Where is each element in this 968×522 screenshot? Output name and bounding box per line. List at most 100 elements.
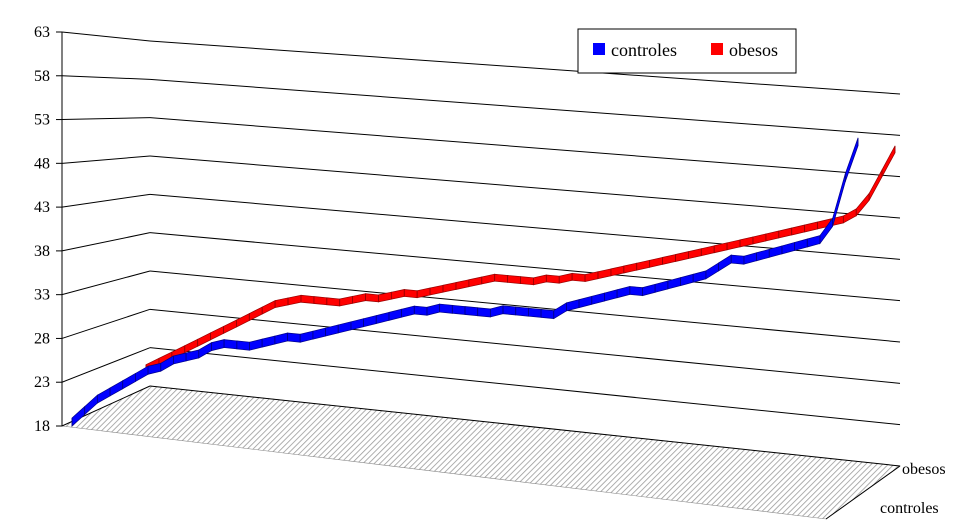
ribbon-segment-obesos — [339, 295, 353, 307]
ribbon-segment-controles — [426, 303, 440, 316]
ribbon-segment-controles — [591, 292, 605, 305]
ribbon-segment-controles — [249, 338, 263, 351]
gridline-side — [61, 347, 151, 383]
ribbon-segment-obesos — [700, 245, 715, 257]
ribbon-segment-controles — [490, 305, 504, 318]
ribbon-segment-obesos — [313, 296, 328, 306]
ribbon-segment-controles — [794, 238, 808, 251]
ribbon-segment-obesos — [403, 289, 418, 299]
series-controles — [71, 137, 859, 427]
ribbon-segment-obesos — [442, 282, 457, 293]
ribbon-segment-obesos — [455, 279, 470, 290]
y-tick-label: 33 — [34, 287, 50, 304]
ribbon-segment-controles — [566, 299, 580, 312]
ribbon-segment-obesos — [520, 276, 534, 286]
series-ribbons — [71, 137, 896, 427]
legend-label-controles: controles — [611, 40, 677, 60]
y-axis: 18 23 28 33 38 43 48 53 58 63 — [34, 24, 63, 435]
ribbon-segment-obesos — [688, 248, 702, 260]
legend-swatch-controles — [593, 43, 605, 55]
ribbon-segment-obesos — [713, 242, 728, 254]
ribbon-segment-obesos — [623, 262, 638, 274]
ribbon-segment-controles — [211, 339, 225, 352]
ribbon-segment-controles — [388, 308, 402, 321]
ribbon-segment-controles — [97, 387, 111, 404]
ribbon-segment-controles — [781, 242, 795, 255]
legend: controles obesos — [577, 28, 797, 74]
ribbon-segment-obesos — [726, 239, 741, 251]
gridline-side — [61, 193, 151, 208]
ribbon-segment-obesos — [584, 271, 599, 282]
depth-label-obesos: obesos — [902, 461, 946, 478]
ribbon-segment-controles — [274, 332, 288, 345]
ribbon-segment-controles — [629, 286, 643, 297]
series-obesos — [145, 145, 896, 373]
ribbon-segment-controles — [464, 306, 479, 317]
ribbon-segment-controles — [236, 340, 250, 351]
y-tick-label: 23 — [34, 374, 50, 391]
ribbon-segment-obesos — [326, 297, 341, 307]
gridline-back — [149, 270, 901, 343]
ribbon-segment-obesos — [210, 325, 224, 341]
ribbon-segment-obesos — [791, 224, 805, 236]
gridline-back — [149, 40, 901, 95]
ribbon-segment-controles — [553, 302, 567, 320]
ribbon-segment-obesos — [636, 259, 650, 271]
ribbon-segment-obesos — [765, 230, 780, 242]
ribbon-segment-controles — [223, 339, 238, 350]
gridline-back — [149, 232, 901, 302]
ribbon-segment-obesos — [881, 145, 896, 177]
ribbon-segment-controles — [768, 245, 783, 258]
ribbon-segment-controles — [350, 318, 364, 331]
gridline-side — [61, 308, 151, 339]
ribbon-segment-obesos — [429, 284, 444, 296]
ribbon-segment-controles — [604, 289, 618, 302]
ribbon-segment-obesos — [481, 273, 496, 285]
ribbon-segment-controles — [528, 307, 542, 318]
gridline-side — [61, 232, 151, 252]
gridline-side — [61, 31, 151, 42]
ribbon-segment-obesos — [662, 254, 676, 265]
ribbon-segment-controles — [680, 273, 694, 287]
ribbon-segment-obesos — [507, 275, 521, 284]
ribbon-segment-controles — [705, 262, 719, 280]
y-tick-label: 48 — [34, 155, 50, 172]
ribbon-segment-controles — [451, 304, 466, 315]
ribbon-segment-controles — [718, 254, 732, 272]
ribbon-segment-controles — [730, 254, 745, 265]
ribbon-segment-obesos — [223, 319, 237, 335]
ribbon-segment-obesos — [236, 312, 250, 328]
ribbon-segment-controles — [135, 365, 149, 383]
ribbon-segment-controles — [578, 295, 593, 309]
ribbon-segment-obesos — [855, 192, 870, 217]
ribbon-segment-controles — [692, 270, 707, 283]
ribbon-segment-controles — [515, 306, 529, 317]
ribbon-segment-obesos — [675, 251, 689, 262]
legend-box — [577, 28, 797, 74]
ribbon-segment-obesos — [365, 293, 379, 303]
ribbon-segment-controles — [502, 305, 517, 316]
ribbon-segment-obesos — [248, 306, 263, 322]
ribbon-segment-controles — [312, 327, 326, 340]
ribbon-segment-obesos — [378, 291, 392, 303]
ribbon-segment-controles — [756, 248, 770, 262]
y-tick-label: 38 — [34, 243, 50, 260]
gridline-back — [149, 308, 901, 384]
ribbon-segment-controles — [654, 280, 669, 293]
depth-axis: obesos controles — [825, 461, 946, 520]
ribbon-segment-obesos — [545, 274, 560, 284]
ribbon-segment-obesos — [610, 265, 625, 277]
ribbon-segment-obesos — [842, 208, 857, 224]
y-tick-label: 28 — [34, 330, 50, 347]
ribbon-segment-controles — [337, 321, 352, 334]
ribbon-segment-obesos — [494, 273, 508, 283]
ribbon-segment-controles — [806, 235, 821, 248]
ribbon-segment-controles — [844, 137, 859, 182]
legend-label-obesos: obesos — [729, 40, 778, 60]
ribbon-segment-controles — [109, 380, 124, 397]
ribbon-segment-controles — [540, 309, 555, 319]
y-tick-label: 53 — [34, 112, 50, 129]
ribbon-segment-obesos — [739, 236, 754, 248]
ribbon-segment-obesos — [752, 233, 767, 245]
